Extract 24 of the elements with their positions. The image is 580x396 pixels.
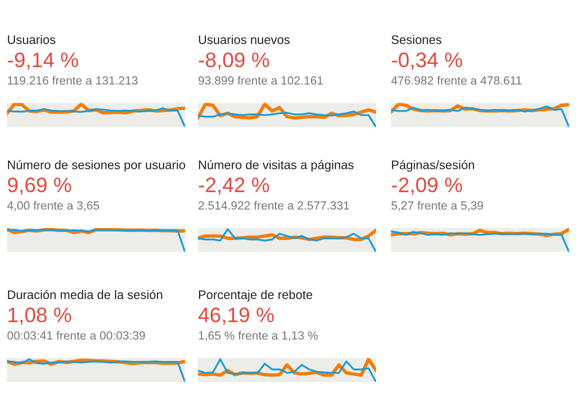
chart-title: Páginas/sesión: [392, 160, 474, 172]
chart-subtitle: 9,69 %: [8, 178, 72, 195]
chart-subtitle: -9,14 %: [8, 52, 78, 70]
chart-title: Usuarios nuevos: [198, 35, 290, 44]
text: 2.514.922 frente a 2.577.331: [198, 201, 350, 210]
text: 119.216 frente a 131.213: [8, 76, 138, 85]
text: 476.982 frente a 478.611: [391, 76, 522, 85]
chart-title: Sesiones: [392, 35, 442, 44]
chart-subtitle: -0,34 %: [392, 52, 462, 70]
chart-subtitle: 46,19 %: [198, 308, 274, 325]
chart-title: Número de sesiones por usuario: [8, 160, 186, 172]
text: 00:03:41 frente a 00:03:39: [7, 331, 145, 340]
text: 1,65 % frente a 1,13 %: [198, 331, 318, 342]
chart-title: Número de visitas a páginas: [199, 160, 354, 172]
text: 5,27 frente a 5,39: [391, 201, 483, 212]
text: 93.899 frente a 102.161: [198, 76, 323, 85]
chart-title: Duración media de la sesión: [8, 290, 162, 300]
text: 4,00 frente a 3,65: [7, 201, 100, 212]
chart-subtitle: 1,08 %: [8, 308, 72, 325]
chart-subtitle: -2,42 %: [198, 178, 270, 195]
chart-title: Porcentaje de rebote: [199, 290, 312, 302]
chart-subtitle: -8,09 %: [198, 52, 270, 70]
chart-title: Usuarios: [8, 35, 56, 44]
chart-subtitle: -2,09 %: [392, 178, 462, 195]
